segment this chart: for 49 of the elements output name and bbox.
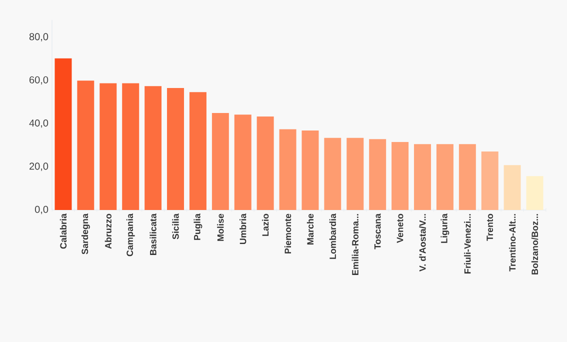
x-tick-label: Friuli-Venezi...	[464, 214, 471, 274]
x-tick-label: Basilicata	[150, 213, 156, 255]
bar	[189, 92, 206, 210]
bar	[144, 86, 162, 210]
x-tick-label: Trentino-Alt...	[509, 214, 516, 272]
x-tick-label: Molise	[217, 214, 224, 241]
x-tick-label: Piemonte	[284, 214, 292, 254]
x-tick-label: Sardegna	[81, 213, 90, 254]
bar	[481, 151, 498, 210]
bar	[212, 113, 229, 210]
x-tick-label: Campania	[126, 213, 135, 256]
x-tick-label: Lombardia	[329, 213, 336, 259]
y-tick-label: 20,0	[30, 162, 48, 171]
bar	[122, 83, 140, 210]
bar	[256, 116, 274, 210]
bar	[100, 83, 117, 210]
x-tick-label: Puglia	[194, 213, 202, 240]
x-tick-label: Umbria	[240, 213, 246, 244]
bar	[77, 80, 94, 210]
x-tick-label: Bolzano/Boz...	[531, 214, 538, 274]
bar	[392, 142, 409, 210]
x-tick-label: Liguria	[440, 213, 450, 243]
bar	[302, 130, 319, 210]
bar	[504, 165, 521, 210]
x-tick-label: Emilia-Roma...	[352, 214, 358, 275]
x-tick-label: Marche	[306, 214, 314, 244]
bar	[54, 58, 72, 210]
bar	[324, 138, 342, 210]
x-tick-label: Sicilia	[172, 213, 179, 240]
bar	[458, 144, 476, 210]
bar	[167, 88, 184, 210]
x-tick-label: V. d'Aosta/V...	[419, 214, 426, 272]
x-tick-label: Lazio	[262, 214, 269, 236]
x-tick-label: Trento	[486, 214, 494, 241]
x-tick-label: Abruzzo	[104, 214, 112, 249]
bar	[369, 139, 386, 210]
bar	[346, 138, 364, 210]
x-tick-label: Veneto	[396, 214, 404, 243]
y-tick-label: 0,0	[34, 206, 48, 214]
bar	[279, 129, 296, 210]
y-tick-label: 80,0	[29, 33, 48, 42]
bar	[526, 176, 544, 210]
y-tick-label: 60,0	[30, 76, 48, 85]
x-tick-label: Toscana	[374, 213, 381, 250]
bar	[234, 114, 252, 210]
bar	[436, 144, 454, 210]
y-tick-label: 40,0	[29, 120, 48, 128]
x-tick-label: Calabria	[60, 213, 67, 249]
bar	[414, 144, 431, 210]
